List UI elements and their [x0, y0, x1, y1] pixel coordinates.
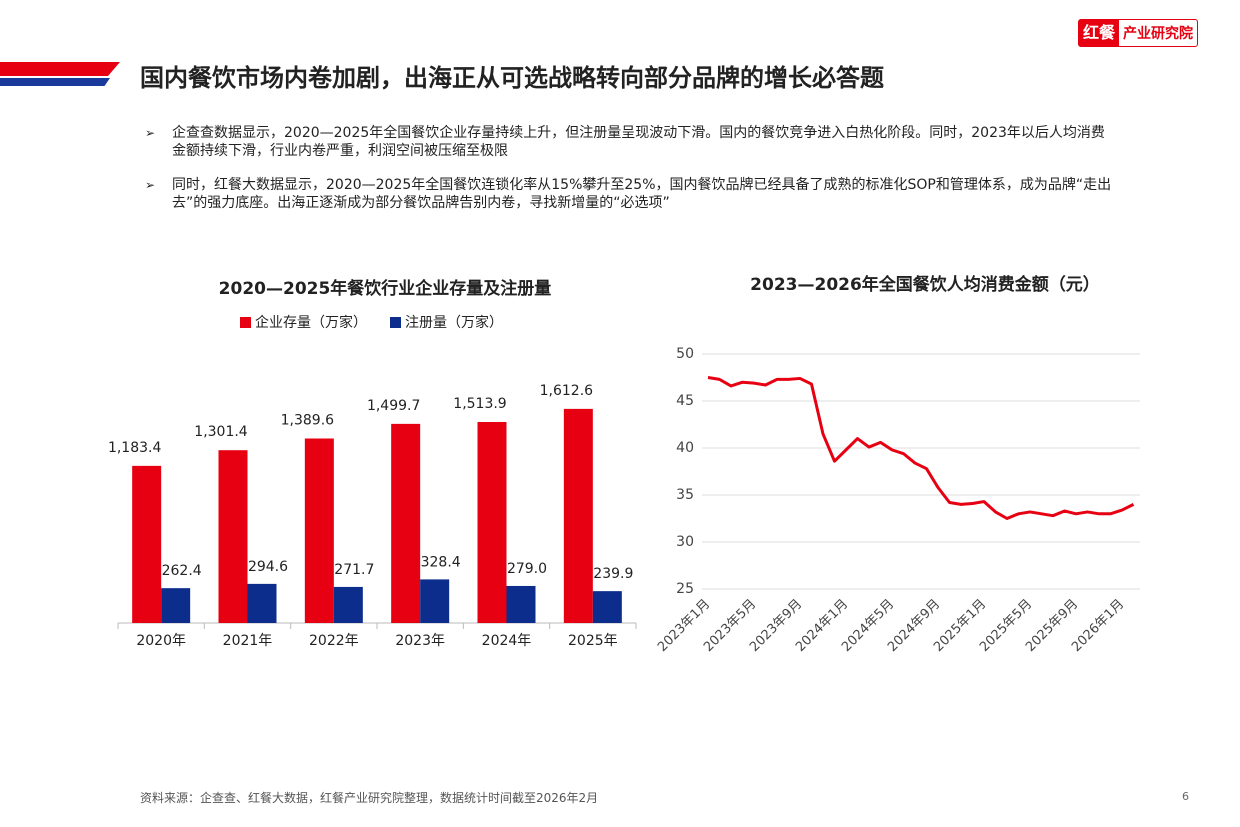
logo: 红餐 产业研究院 [1078, 19, 1199, 47]
legend-label: 企业存量（万家） [255, 314, 367, 331]
bar [218, 450, 248, 623]
bar [304, 438, 334, 623]
y-tick-label: 25 [676, 581, 694, 597]
value-label: 328.4 [421, 554, 461, 570]
value-label: 271.7 [334, 562, 374, 578]
y-tick-label: 30 [676, 534, 694, 550]
x-tick-label: 2020年 [136, 633, 186, 649]
page-number: 6 [1182, 790, 1189, 803]
y-tick-label: 45 [676, 393, 694, 409]
bullet-text: 同时，红餐大数据显示，2020—2025年全国餐饮连锁化率从15%攀升至25%，… [172, 177, 1112, 211]
x-tick-label: 2024年 [482, 633, 532, 649]
bar [420, 579, 450, 623]
x-tick-label: 2023年 [395, 633, 445, 649]
bar [132, 465, 162, 623]
x-tick-label: 2022年 [309, 633, 359, 649]
legend-swatch [390, 317, 401, 328]
chart-title: 2020—2025年餐饮行业企业存量及注册量 [219, 278, 552, 299]
y-tick-label: 50 [676, 346, 694, 362]
value-label: 239.9 [593, 566, 633, 582]
value-label: 1,612.6 [540, 383, 594, 399]
bar [333, 586, 363, 623]
stripe-red [0, 62, 120, 76]
y-tick-label: 40 [676, 440, 694, 456]
bar [592, 591, 622, 623]
bar [161, 588, 191, 623]
bullet-text: 企查查数据显示，2020—2025年全国餐饮企业存量持续上升，但注册量呈现波动下… [172, 125, 1105, 159]
x-tick-label: 2021年 [223, 633, 273, 649]
logo-name: 产业研究院 [1123, 26, 1194, 42]
line-series [707, 376, 1135, 520]
bar [477, 421, 507, 623]
value-label: 294.6 [248, 559, 288, 575]
stripe-blue [0, 78, 110, 86]
value-label: 1,301.4 [194, 424, 248, 440]
value-label: 1,513.9 [453, 396, 506, 412]
page-title: 国内餐饮市场内卷加剧，出海正从可选战略转向部分品牌的增长必答题 [140, 64, 884, 92]
bar [563, 408, 593, 623]
value-label: 1,389.6 [281, 412, 335, 428]
x-tick-label: 2025年 [568, 633, 618, 649]
bullet-arrow: ➢ [145, 126, 156, 140]
bar [391, 423, 421, 623]
value-label: 279.0 [507, 561, 547, 577]
value-label: 1,499.7 [367, 398, 420, 414]
value-label: 262.4 [162, 563, 202, 579]
bullet-arrow: ➢ [145, 178, 156, 192]
source: 资料来源：企查查、红餐大数据，红餐产业研究院整理，数据统计时间截至2026年2月 [140, 791, 599, 805]
chart-title: 2023—2026年全国餐饮人均消费金额（元） [750, 274, 1100, 295]
bar [506, 585, 536, 623]
y-tick-label: 35 [676, 487, 694, 503]
legend-label: 注册量（万家） [405, 314, 503, 331]
legend-swatch [240, 317, 251, 328]
bar [247, 583, 277, 623]
logo-brand: 红餐 [1079, 20, 1120, 46]
value-label: 1,183.4 [108, 440, 162, 456]
